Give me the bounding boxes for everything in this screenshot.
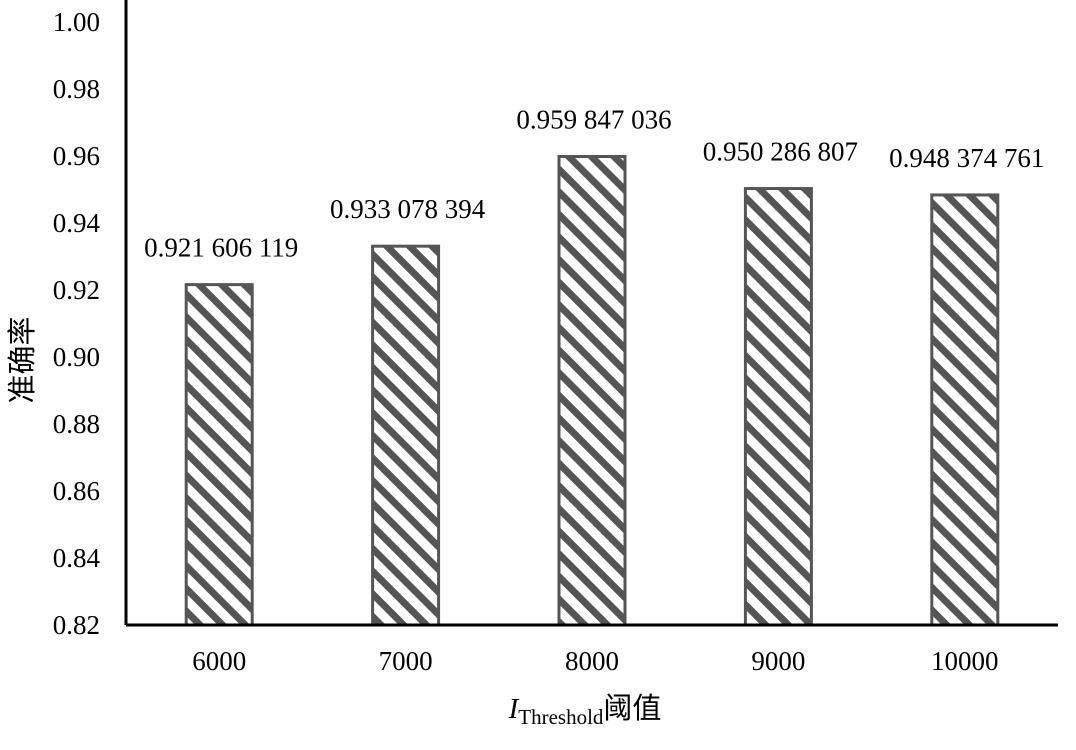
x-axis-title-main: I <box>508 693 520 725</box>
y-tick-label: 0.92 <box>53 275 100 305</box>
y-axis-ticks: 0.82 0.84 0.86 0.88 0.90 0.92 0.94 0.96 0.98 1.00 <box>53 7 101 640</box>
y-tick-label: 0.90 <box>53 342 100 372</box>
data-label-9000: 0.950 286 807 <box>703 137 858 167</box>
bar-7000 <box>371 244 441 627</box>
bar-10000 <box>930 193 1000 627</box>
x-tick-label-9000: 9000 <box>751 646 805 676</box>
x-tick-label-10000: 10000 <box>931 646 999 676</box>
x-axis-title-subscript: Threshold <box>518 705 604 729</box>
bar-6000 <box>184 283 254 627</box>
x-tick-label-6000: 6000 <box>192 646 246 676</box>
bar-9000 <box>743 187 813 627</box>
data-labels: 0.921 606 119 0.933 078 394 0.959 847 036 0… <box>144 105 1044 263</box>
data-label-8000: 0.959 847 036 <box>516 105 671 135</box>
y-tick-label: 0.84 <box>53 543 101 573</box>
x-axis-title-suffix: 阈值 <box>603 692 661 725</box>
y-tick-label: 1.00 <box>53 7 100 37</box>
bar-8000 <box>557 155 627 627</box>
bars <box>184 155 1000 627</box>
data-label-6000: 0.921 606 119 <box>144 233 298 263</box>
x-axis-categories: 6000 7000 8000 9000 10000 <box>192 646 998 676</box>
data-label-10000: 0.948 374 761 <box>889 143 1044 173</box>
y-tick-label: 0.82 <box>53 610 100 640</box>
x-tick-label-7000: 7000 <box>379 646 433 676</box>
x-tick-label-8000: 8000 <box>565 646 619 676</box>
y-tick-label: 0.86 <box>53 476 100 506</box>
y-tick-label: 0.98 <box>53 74 100 104</box>
y-tick-label: 0.88 <box>53 409 100 439</box>
y-axis-title: 准确率 <box>6 316 39 403</box>
data-label-7000: 0.933 078 394 <box>330 194 486 224</box>
x-axis-title: IThreshold阈值 <box>508 692 662 729</box>
y-tick-label: 0.96 <box>53 141 100 171</box>
y-tick-label: 0.94 <box>53 208 101 238</box>
